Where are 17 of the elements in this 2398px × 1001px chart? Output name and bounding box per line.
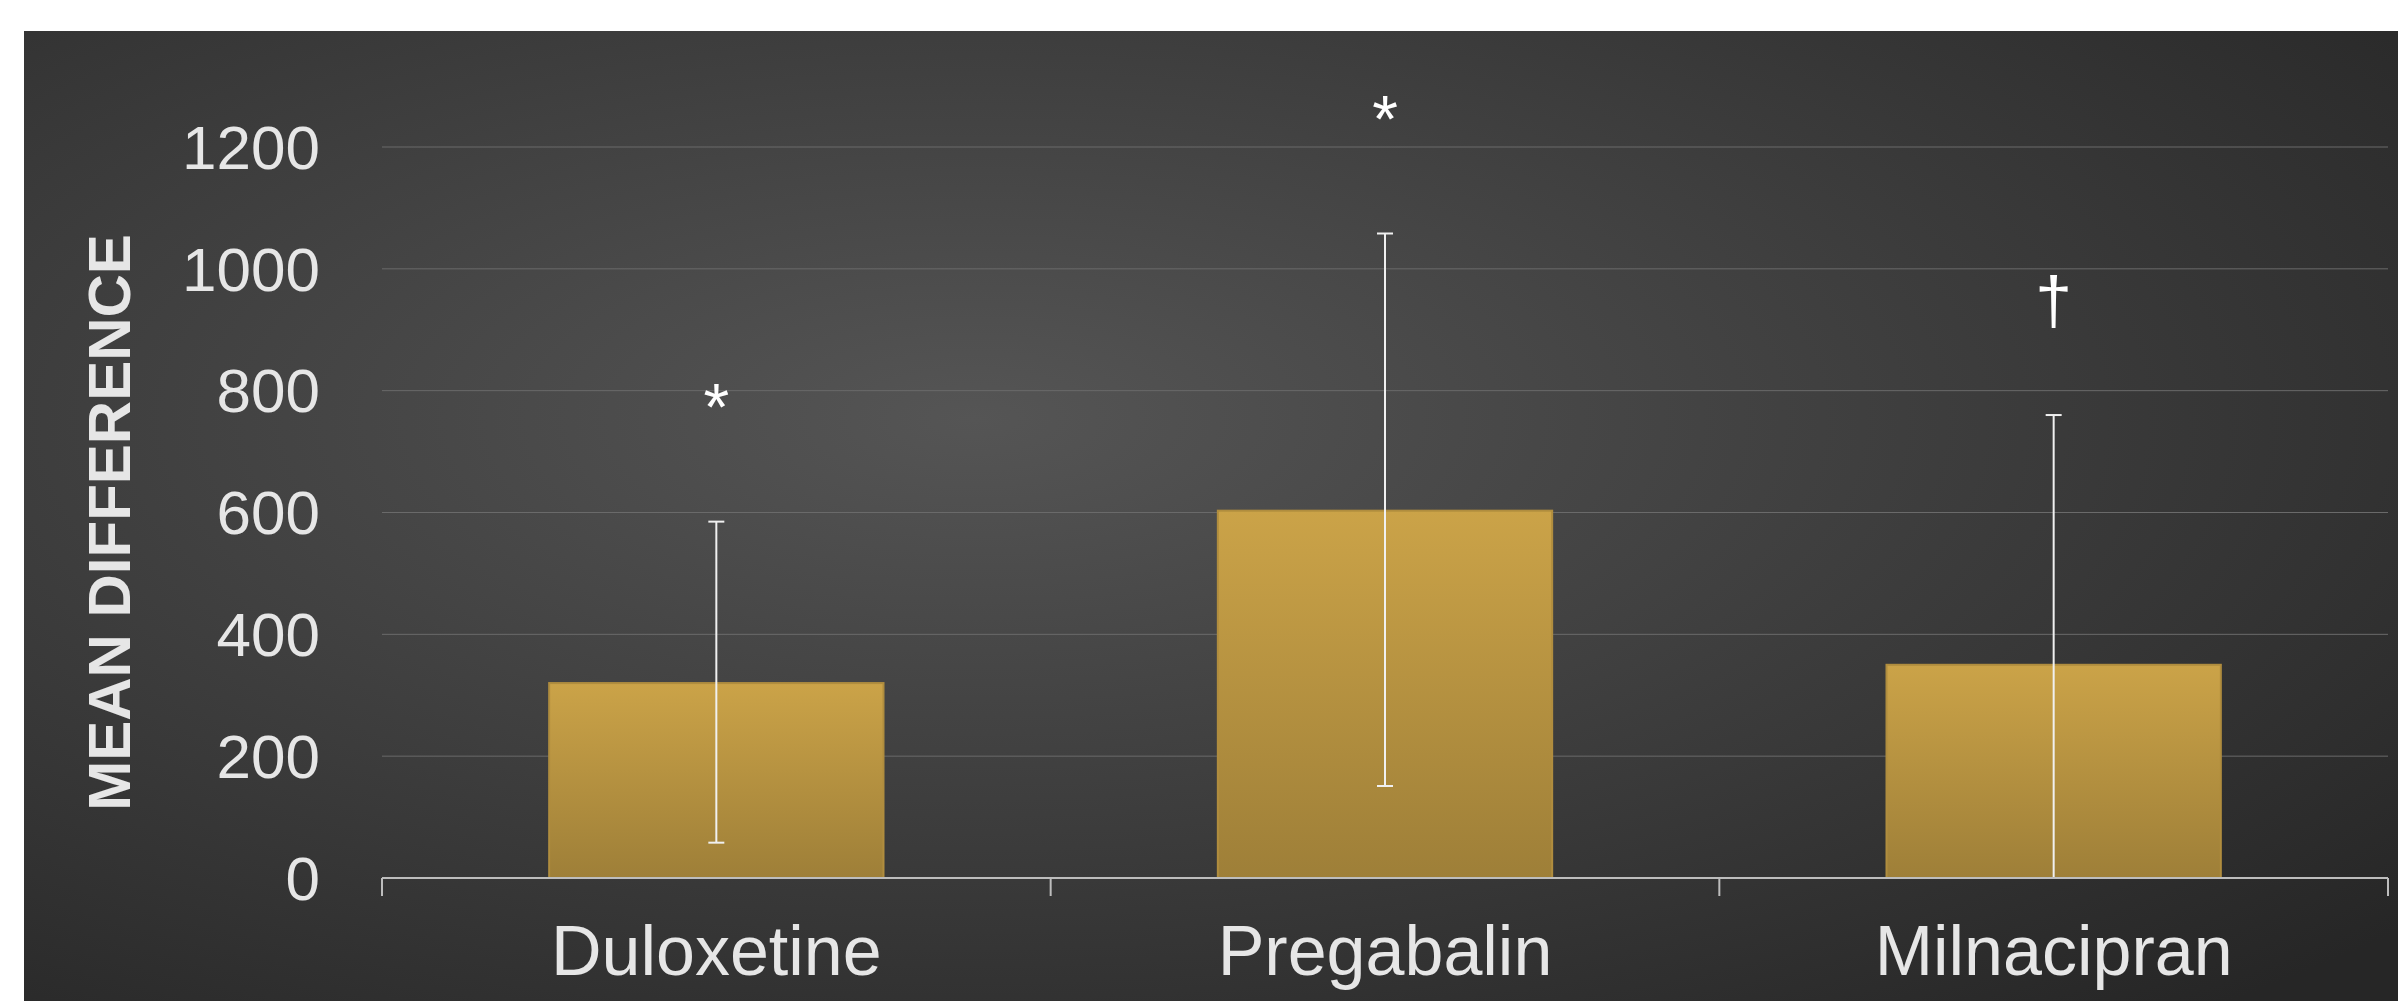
x-tick-label: Pregabalin [1217,912,1553,990]
annotation: * [703,369,730,444]
bar [1885,663,2222,879]
y-tick-label: 400 [216,600,320,670]
y-tick-label: 600 [216,478,320,548]
y-tick-label: 200 [216,721,320,791]
annotation: * [1372,81,1398,156]
y-tick-label: 1200 [182,112,320,182]
x-tick-label: Milnacipran [1874,912,2233,990]
y-tick-label: 1000 [182,234,320,304]
y-tick-label: 0 [285,843,320,913]
annotation: † [2035,263,2073,338]
y-axis-title: MEAN DIFFERENCE [76,234,143,811]
y-tick-label: 800 [216,356,320,426]
bar [1216,509,1554,879]
bar [548,682,885,879]
x-tick-label: Duloxetine [550,912,882,990]
